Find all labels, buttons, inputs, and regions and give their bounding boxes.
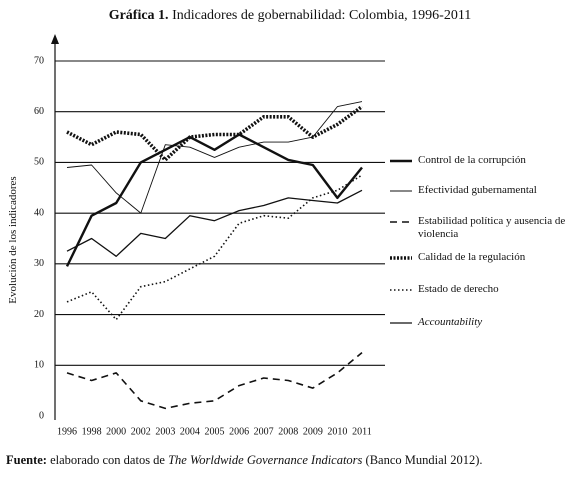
x-tick-label: 2009	[303, 426, 323, 437]
x-tick-label: 2011	[352, 426, 372, 437]
legend-label: Control de la corrupción	[418, 154, 526, 166]
legend-label: Calidad de la regulación	[418, 251, 526, 263]
source-label: Fuente:	[6, 453, 47, 467]
x-tick-label: 1996	[57, 426, 77, 437]
y-tick-label: 60	[34, 106, 44, 117]
x-tick-label: 2008	[278, 426, 298, 437]
x-tick-label: 2004	[180, 426, 200, 437]
chart-title: Gráfica 1. Indicadores de gobernabilidad…	[0, 8, 580, 24]
x-tick-label: 2007	[254, 426, 274, 437]
legend-swatch	[390, 190, 412, 192]
x-tick-label: 2010	[327, 426, 347, 437]
legend-entry: Calidad de la regulación	[390, 251, 575, 264]
series-line	[66, 174, 363, 321]
series-line	[66, 189, 363, 257]
legend-swatch	[390, 322, 412, 324]
x-tick-label: 2002	[131, 426, 151, 437]
x-tick-label: 2003	[155, 426, 175, 437]
legend-label: Estado de derecho	[418, 283, 499, 295]
y-tick-label: 30	[34, 258, 44, 269]
series-line	[66, 101, 363, 214]
series-line	[65, 133, 363, 267]
source-note: Fuente: elaborado con datos de The World…	[6, 453, 483, 468]
x-tick-label: 2006	[229, 426, 249, 437]
x-tick-label: 2005	[205, 426, 225, 437]
legend-swatch	[390, 256, 412, 260]
x-tick-label: 2000	[106, 426, 126, 437]
legend-swatch	[390, 221, 412, 223]
legend-label: Efectividad gubernamental	[418, 184, 537, 196]
y-tick-label: 20	[34, 309, 44, 320]
y-tick-label: 0	[39, 410, 44, 421]
y-tick-label: 70	[34, 55, 44, 66]
source-reference: (Banco Mundial 2012).	[365, 453, 483, 467]
source-work: The Worldwide Governance Indicators	[168, 453, 363, 467]
y-tick-label: 40	[34, 207, 44, 218]
legend-label: Estabilidad política y ausencia de viole…	[418, 215, 566, 240]
y-tick-label: 10	[34, 360, 44, 371]
title-text: Indicadores de gobernabilidad: Colombia,…	[172, 8, 472, 23]
legend-swatch	[390, 289, 412, 291]
y-tick-label: 50	[34, 157, 44, 168]
legend-label: Accountability	[418, 316, 483, 328]
source-text: elaborado con datos de	[50, 453, 165, 467]
legend-swatch	[390, 159, 412, 163]
series-line	[66, 105, 364, 162]
y-axis-label: Evolución de los indicadores	[7, 176, 19, 303]
legend-entry: Control de la corrupción	[390, 154, 575, 167]
title-label: Gráfica 1.	[108, 8, 169, 23]
y-axis-arrow	[51, 34, 59, 44]
series-line	[66, 351, 363, 410]
legend-entry: Accountability	[390, 316, 575, 329]
x-tick-label: 1998	[82, 426, 102, 437]
legend-entry: Efectividad gubernamental	[390, 184, 575, 197]
legend-entry: Estabilidad política y ausencia de viole…	[390, 215, 575, 241]
legend-entry: Estado de derecho	[390, 283, 575, 296]
